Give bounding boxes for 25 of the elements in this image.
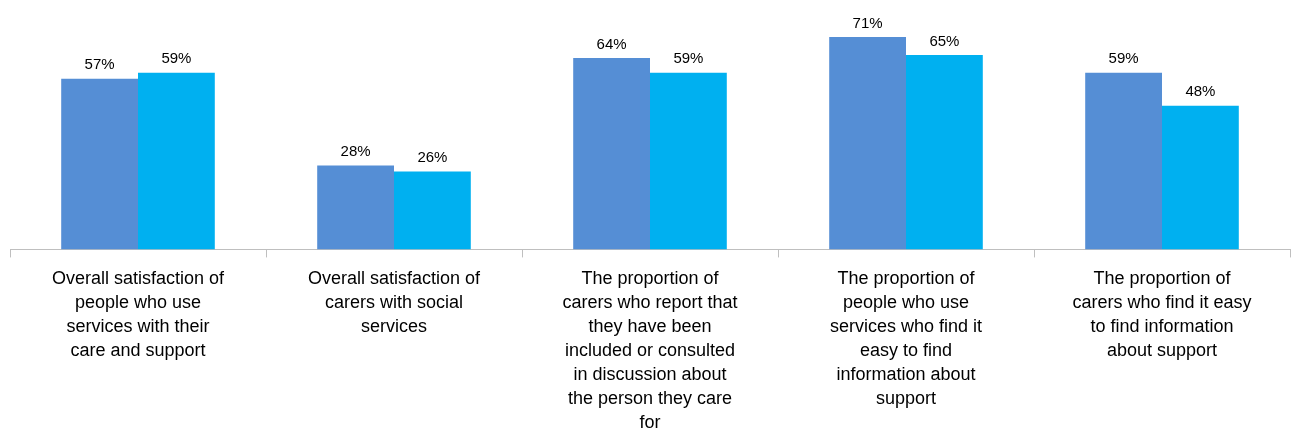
data-label: 64%: [596, 34, 627, 52]
data-label: 59%: [1108, 49, 1139, 67]
data-label: 57%: [84, 55, 115, 73]
data-label: 65%: [929, 31, 960, 49]
x-tick-label: Overall satisfaction of people who use services with their care and support: [51, 268, 226, 361]
bar: [317, 165, 394, 250]
data-label: 59%: [673, 49, 704, 67]
data-label: 28%: [340, 142, 371, 160]
bar: [138, 72, 215, 250]
bar: [573, 57, 650, 250]
x-tick-label: Overall satisfaction of carers with social services: [307, 268, 482, 337]
x-tick-label: The proportion of carers who find it easy to find information about support: [1072, 268, 1252, 361]
x-tick-label: The proportion of people who use services who find it easy to find information about support: [829, 268, 983, 409]
x-tick-label: The proportion of carers who report that they have been included or consulted in discussion about the person they care for: [562, 268, 738, 432]
bar: [829, 36, 906, 250]
data-label: 59%: [161, 49, 192, 67]
bar: [61, 78, 138, 250]
bar: [1162, 105, 1239, 250]
bar: [906, 54, 983, 250]
bar: [650, 72, 727, 250]
data-label: 48%: [1185, 82, 1216, 100]
bar: [394, 171, 471, 250]
data-label: 71%: [852, 13, 883, 31]
data-label: 26%: [417, 148, 448, 166]
bar: [1085, 72, 1162, 250]
